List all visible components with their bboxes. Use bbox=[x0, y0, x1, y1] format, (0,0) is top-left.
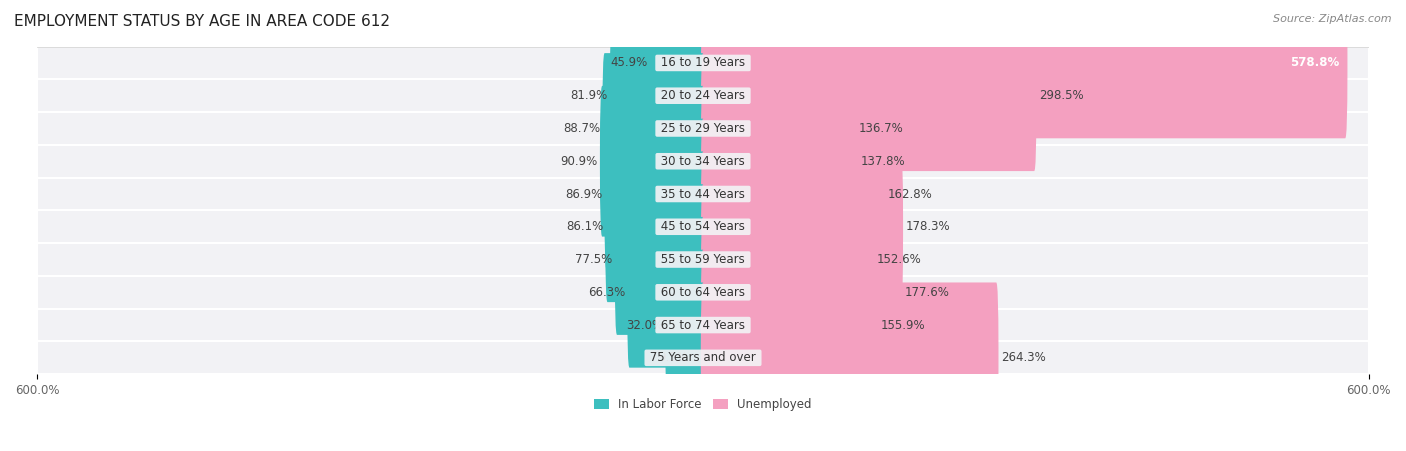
Bar bbox=[37, 308, 1369, 341]
FancyBboxPatch shape bbox=[602, 53, 706, 204]
Text: 20 to 24 Years: 20 to 24 Years bbox=[657, 89, 749, 102]
Text: 9.5%: 9.5% bbox=[658, 351, 688, 364]
FancyBboxPatch shape bbox=[700, 0, 1347, 138]
FancyBboxPatch shape bbox=[627, 217, 706, 368]
FancyBboxPatch shape bbox=[610, 20, 706, 171]
Text: 25 to 29 Years: 25 to 29 Years bbox=[657, 122, 749, 135]
Text: 137.8%: 137.8% bbox=[860, 155, 905, 168]
Text: 178.3%: 178.3% bbox=[905, 220, 950, 233]
Text: 90.9%: 90.9% bbox=[561, 155, 598, 168]
FancyBboxPatch shape bbox=[600, 86, 706, 237]
Text: 55 to 59 Years: 55 to 59 Years bbox=[657, 253, 749, 266]
FancyBboxPatch shape bbox=[700, 282, 998, 433]
Bar bbox=[37, 112, 1369, 145]
FancyBboxPatch shape bbox=[605, 119, 706, 269]
Text: 66.3%: 66.3% bbox=[588, 286, 626, 299]
Text: 86.9%: 86.9% bbox=[565, 188, 602, 201]
Bar bbox=[37, 210, 1369, 243]
Bar bbox=[37, 79, 1369, 112]
FancyBboxPatch shape bbox=[700, 86, 858, 237]
Text: 35 to 44 Years: 35 to 44 Years bbox=[657, 188, 749, 201]
FancyBboxPatch shape bbox=[665, 250, 706, 400]
Text: 65 to 74 Years: 65 to 74 Years bbox=[657, 318, 749, 331]
Text: 88.7%: 88.7% bbox=[562, 122, 600, 135]
FancyBboxPatch shape bbox=[605, 152, 706, 302]
FancyBboxPatch shape bbox=[700, 20, 1036, 171]
Text: 75 Years and over: 75 Years and over bbox=[647, 351, 759, 364]
Bar bbox=[37, 178, 1369, 210]
Text: 45.9%: 45.9% bbox=[610, 56, 648, 69]
Text: 30 to 34 Years: 30 to 34 Years bbox=[657, 155, 749, 168]
FancyBboxPatch shape bbox=[700, 184, 875, 335]
FancyBboxPatch shape bbox=[700, 217, 903, 368]
FancyBboxPatch shape bbox=[700, 119, 886, 269]
FancyBboxPatch shape bbox=[700, 53, 856, 204]
Text: 162.8%: 162.8% bbox=[889, 188, 932, 201]
FancyBboxPatch shape bbox=[700, 152, 903, 302]
Text: 86.1%: 86.1% bbox=[565, 220, 603, 233]
Text: 264.3%: 264.3% bbox=[1001, 351, 1046, 364]
Text: 578.8%: 578.8% bbox=[1291, 56, 1340, 69]
Bar bbox=[37, 341, 1369, 374]
Legend: In Labor Force, Unemployed: In Labor Force, Unemployed bbox=[595, 398, 811, 411]
Text: EMPLOYMENT STATUS BY AGE IN AREA CODE 612: EMPLOYMENT STATUS BY AGE IN AREA CODE 61… bbox=[14, 14, 389, 28]
Text: 177.6%: 177.6% bbox=[904, 286, 949, 299]
Text: 77.5%: 77.5% bbox=[575, 253, 613, 266]
Text: 81.9%: 81.9% bbox=[571, 89, 607, 102]
Text: 298.5%: 298.5% bbox=[1039, 89, 1083, 102]
Bar bbox=[37, 276, 1369, 308]
Text: 152.6%: 152.6% bbox=[877, 253, 921, 266]
FancyBboxPatch shape bbox=[700, 250, 879, 400]
Text: 16 to 19 Years: 16 to 19 Years bbox=[657, 56, 749, 69]
Text: Source: ZipAtlas.com: Source: ZipAtlas.com bbox=[1274, 14, 1392, 23]
Text: 45 to 54 Years: 45 to 54 Years bbox=[657, 220, 749, 233]
Text: 60 to 64 Years: 60 to 64 Years bbox=[657, 286, 749, 299]
Bar bbox=[37, 46, 1369, 79]
FancyBboxPatch shape bbox=[650, 0, 706, 138]
Bar bbox=[37, 243, 1369, 276]
Bar bbox=[37, 145, 1369, 178]
Text: 155.9%: 155.9% bbox=[880, 318, 925, 331]
FancyBboxPatch shape bbox=[690, 282, 706, 433]
Text: 136.7%: 136.7% bbox=[859, 122, 904, 135]
Text: 32.0%: 32.0% bbox=[626, 318, 664, 331]
FancyBboxPatch shape bbox=[614, 184, 706, 335]
